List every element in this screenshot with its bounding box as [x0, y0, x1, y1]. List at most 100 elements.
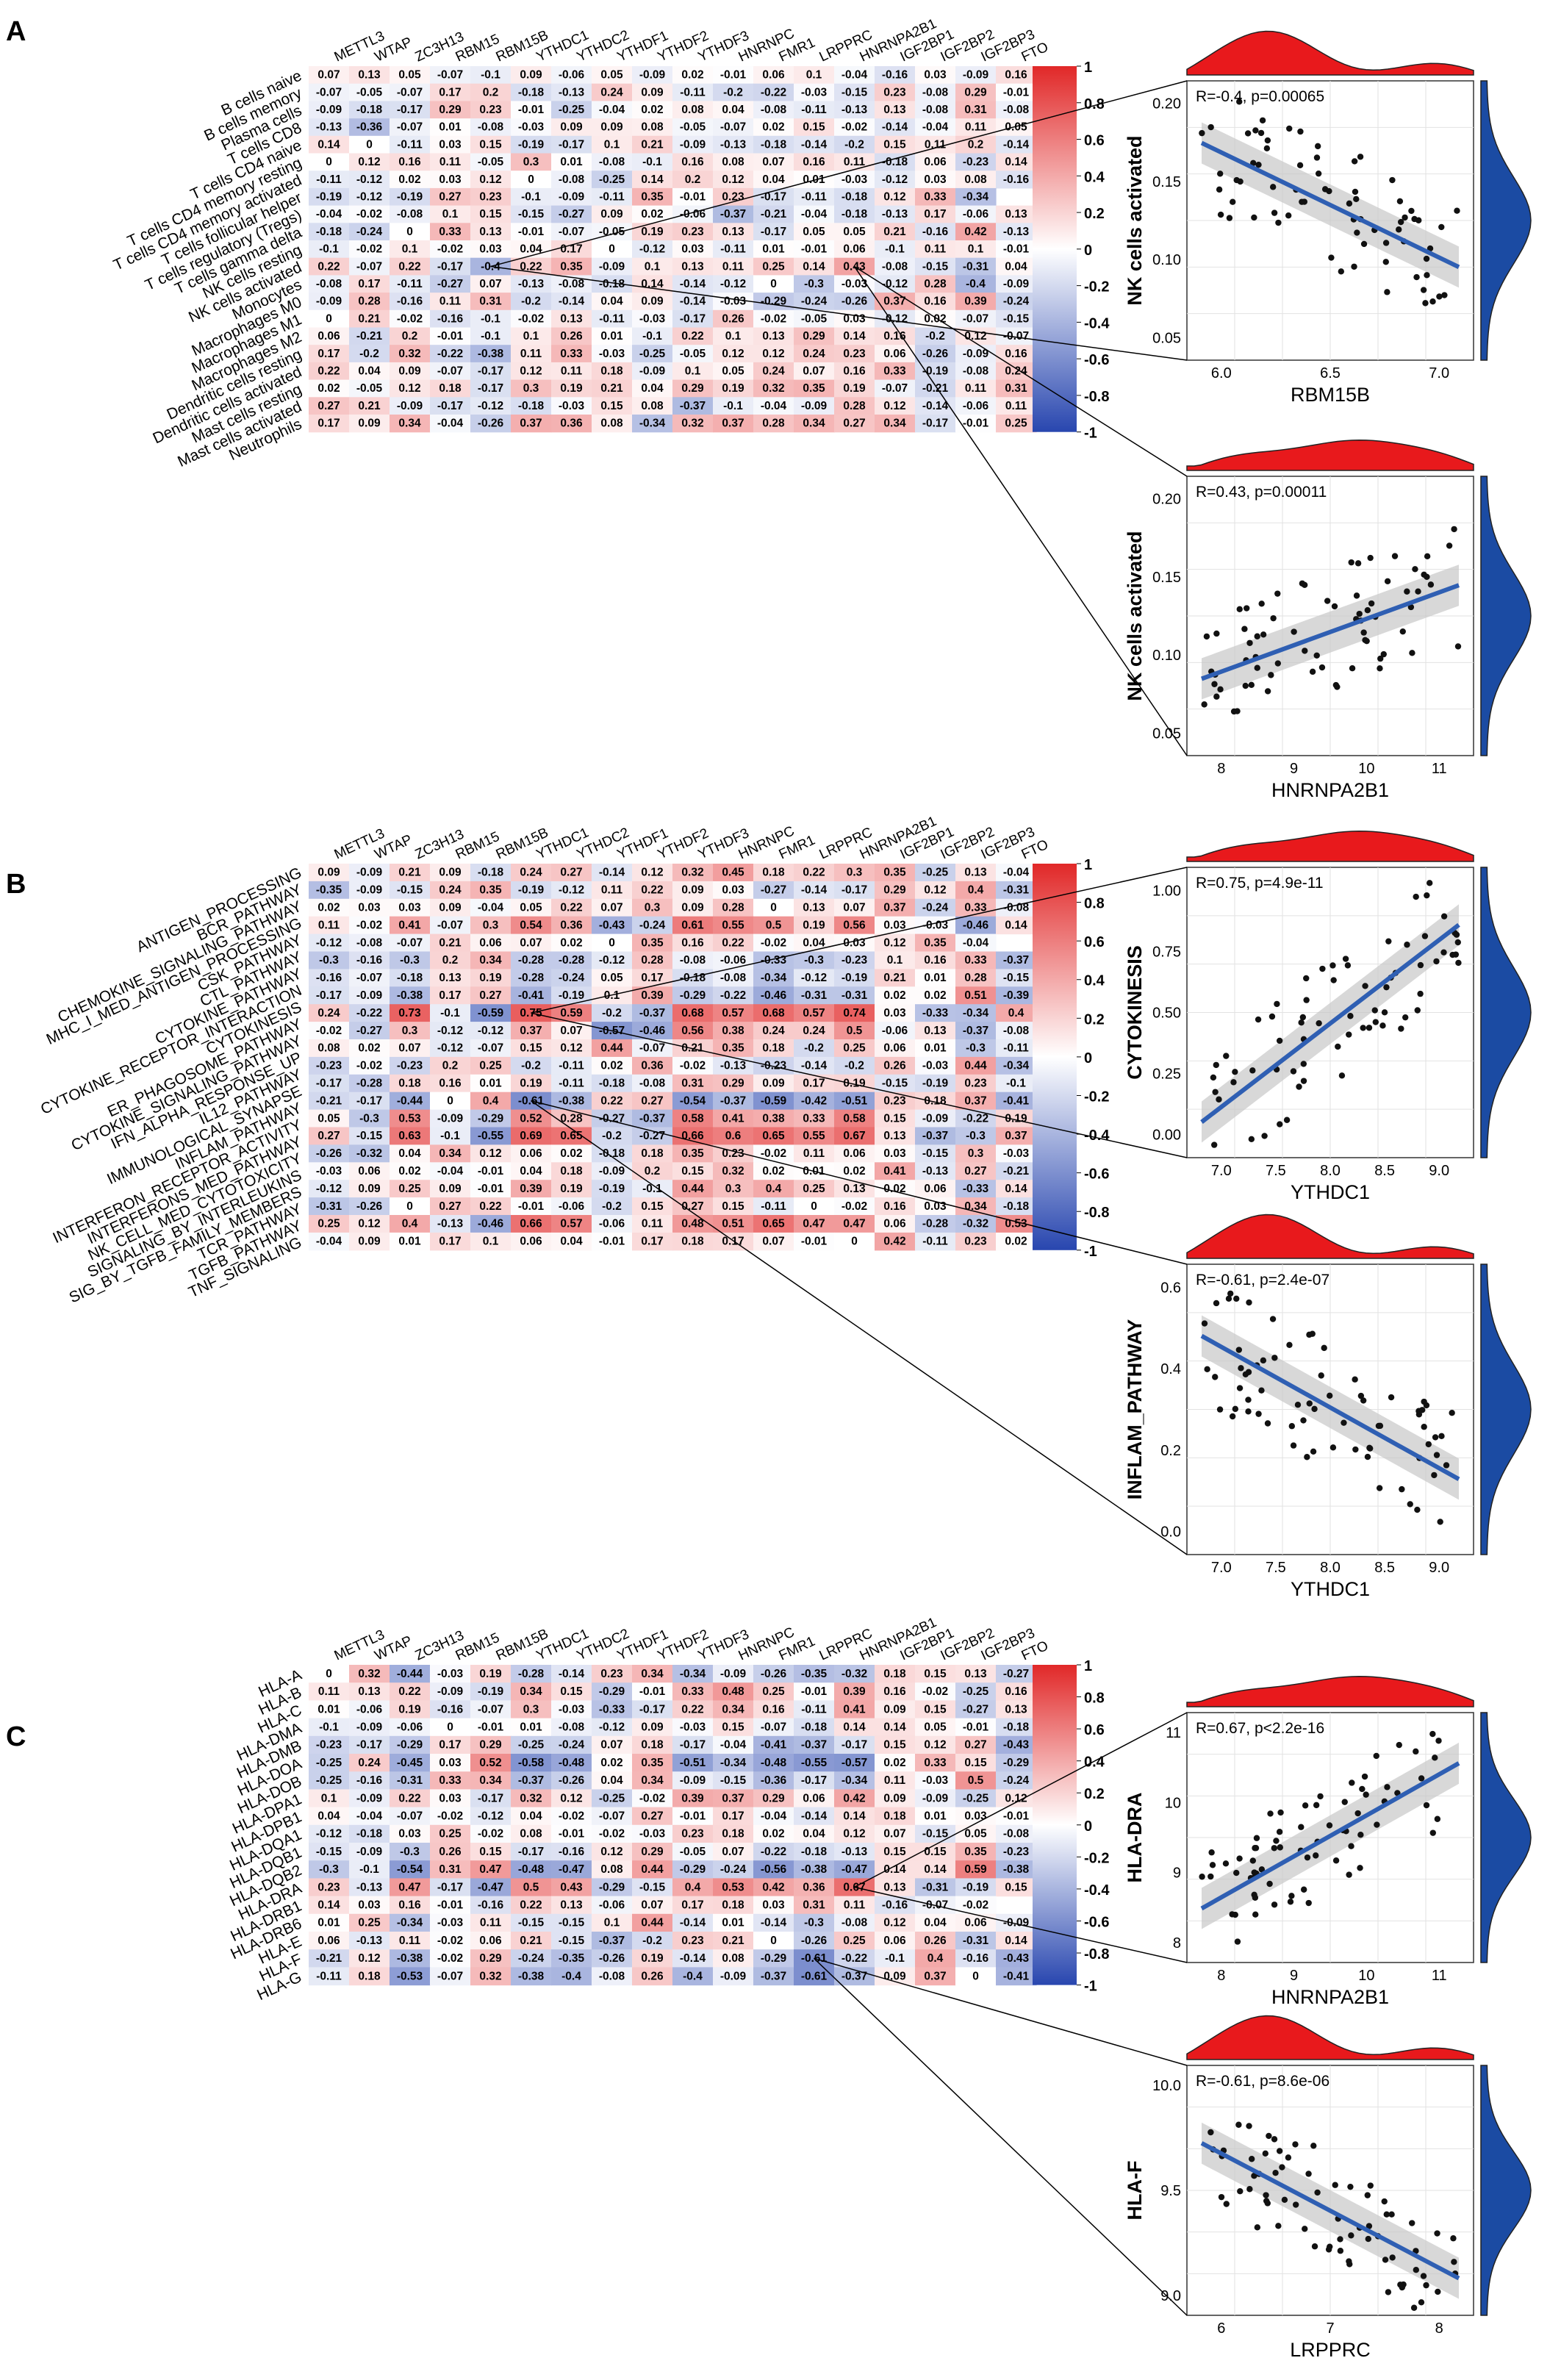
- scatter-point: [1249, 1067, 1256, 1074]
- colorbar-label: -0.4: [1084, 1882, 1110, 1899]
- cell-value: 0.11: [884, 1774, 906, 1787]
- cell-value: 0.13: [722, 226, 744, 238]
- stat-text: R=0.43, p=0.00011: [1196, 484, 1327, 501]
- cell-value: 0.41: [843, 1703, 866, 1716]
- cell-value: 0.14: [641, 173, 664, 186]
- cell-value: -0.07: [437, 365, 463, 377]
- heatmap-cell: [672, 171, 714, 189]
- cell-value: -0.09: [1003, 278, 1030, 290]
- cell-value: -0.2: [804, 1042, 824, 1055]
- cell-value: 0.14: [317, 138, 340, 151]
- cell-value: 0.04: [317, 1810, 340, 1823]
- heatmap-cell: [430, 240, 471, 259]
- cell-value: 0.03: [398, 902, 421, 914]
- cell-value: 0.12: [762, 348, 784, 360]
- heatmap-cell: [915, 223, 956, 241]
- scatter-point: [1258, 1387, 1265, 1394]
- scatter-point: [1424, 272, 1430, 279]
- cell-value: -0.54: [397, 1863, 423, 1876]
- cell-value: 0.06: [924, 156, 947, 168]
- heatmap-cell: [955, 153, 997, 171]
- scatter-point: [1409, 650, 1415, 656]
- cell-value: 0.19: [843, 382, 866, 395]
- scatter-point: [1285, 212, 1292, 219]
- cell-value: 0.07: [398, 1042, 420, 1055]
- heatmap-cell: [955, 171, 997, 189]
- cell-value: -0.33: [599, 1703, 625, 1716]
- x-axis-label: HNRNPA2B1: [1271, 779, 1389, 801]
- cell-value: 0.65: [762, 1130, 785, 1142]
- cell-value: -0.37: [680, 400, 706, 412]
- scatter-point: [1353, 592, 1360, 599]
- cell-value: -0.02: [761, 312, 786, 325]
- heatmap-cell: [753, 118, 794, 137]
- cell-value: 0.03: [924, 173, 947, 186]
- cell-value: 0.29: [439, 104, 462, 116]
- cell-value: 0.09: [439, 867, 462, 879]
- cell-value: -0.2: [602, 1200, 622, 1213]
- cell-value: -0.08: [397, 208, 423, 221]
- cell-value: 0.32: [520, 1792, 542, 1804]
- cell-value: -0.61: [801, 1970, 828, 1982]
- cell-value: -0.02: [437, 1810, 463, 1823]
- cell-value: -0.09: [801, 400, 828, 412]
- cell-value: -0.14: [1003, 138, 1030, 151]
- cell-value: -0.31: [841, 989, 868, 1002]
- scatter-point: [1232, 1405, 1239, 1413]
- scatter-point: [1353, 196, 1360, 203]
- cell-value: 0.01: [317, 1917, 340, 1929]
- cell-value: 0.33: [681, 1685, 704, 1698]
- colorbar-label: 0.6: [1084, 1722, 1105, 1738]
- cell-value: 0.3: [847, 867, 863, 879]
- scatter-point: [1382, 259, 1389, 265]
- cell-value: 0.43: [560, 1881, 583, 1893]
- heatmap-cell: [794, 171, 835, 189]
- cell-value: -0.08: [922, 104, 949, 116]
- cell-value: 0.1: [725, 330, 742, 343]
- cell-value: 0.37: [722, 417, 744, 430]
- x-tick: 7.0: [1211, 1560, 1232, 1576]
- cell-value: 0.65: [762, 1218, 785, 1230]
- cell-value: -0.13: [518, 278, 545, 290]
- cell-value: 0.07: [843, 902, 865, 914]
- cell-value: 0.02: [358, 1042, 380, 1055]
- cell-value: 0.14: [883, 1721, 906, 1734]
- cell-value: 0.37: [924, 1970, 946, 1982]
- cell-value: 0.17: [317, 417, 340, 430]
- cell-value: -0.16: [963, 1952, 989, 1965]
- cell-value: -0.04: [761, 1810, 787, 1823]
- cell-value: 0.17: [641, 1236, 663, 1248]
- scatter-point: [1421, 933, 1429, 939]
- heatmap-cell: [390, 187, 431, 207]
- cell-value: -0.47: [478, 1881, 503, 1893]
- cell-value: 0.01: [924, 972, 947, 984]
- heatmap-cell: [834, 240, 875, 259]
- cell-value: 0.29: [641, 1846, 664, 1858]
- cell-value: 0.04: [560, 1236, 583, 1248]
- cell-value: 0.31: [803, 1899, 825, 1912]
- scatter-point: [1364, 1453, 1371, 1460]
- cell-value: 0.21: [722, 1935, 744, 1947]
- cell-value: 0.24: [762, 365, 785, 377]
- heatmap-cell: [430, 171, 471, 189]
- scatter-point: [1252, 1911, 1259, 1918]
- cell-value: -0.01: [963, 1721, 989, 1734]
- cell-value: 0.07: [803, 365, 825, 377]
- cell-value: 0.02: [600, 1757, 622, 1769]
- cell-value: 0: [326, 1668, 332, 1680]
- panel-C: CMETTL3WTAPZC3H13RBM15RBM15BYTHDC1YTHDC2…: [6, 1615, 1532, 2361]
- scatter-point: [1389, 176, 1396, 184]
- cell-value: -0.11: [801, 1703, 827, 1716]
- scatter-point: [1424, 553, 1431, 560]
- cell-value: 0.37: [883, 902, 905, 914]
- cell-value: 0.23: [883, 86, 906, 98]
- cell-value: 0.12: [560, 1042, 582, 1055]
- cell-value: -0.12: [599, 1721, 625, 1734]
- heatmap-cell: [794, 66, 835, 85]
- cell-value: -0.28: [559, 954, 585, 967]
- cell-value: 0.33: [924, 1757, 947, 1769]
- scatter-point: [1348, 559, 1354, 566]
- cell-value: -0.08: [963, 365, 989, 377]
- cell-value: 0.07: [600, 1739, 622, 1752]
- scatter-point: [1435, 1738, 1442, 1744]
